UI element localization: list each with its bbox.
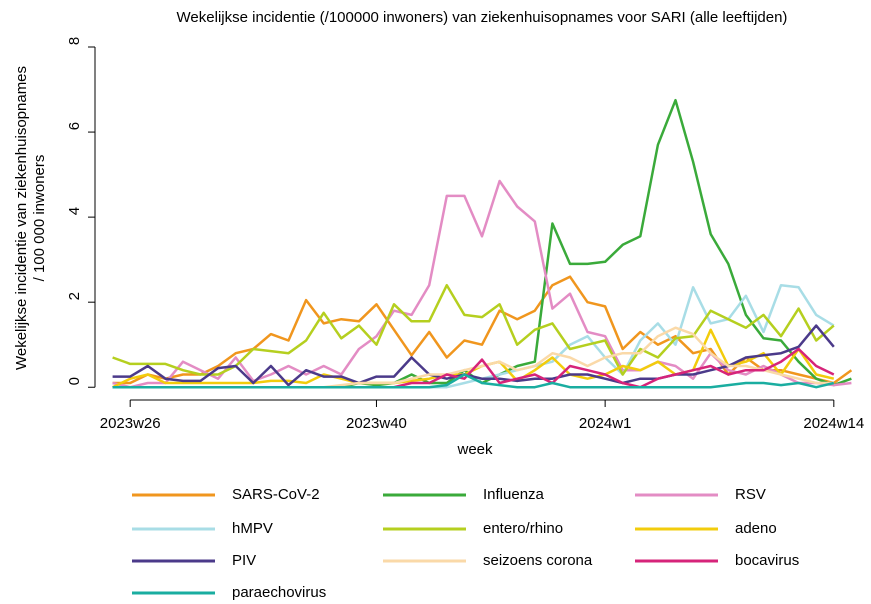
y-tick-label: 6 [66, 122, 83, 130]
series-line [112, 373, 835, 389]
legend-label: adeno [735, 520, 777, 537]
legend-label: RSV [735, 486, 766, 503]
x-axis-label: week [456, 441, 493, 458]
legend-label: SARS-CoV-2 [232, 486, 320, 503]
x-tick-label: 2024w14 [803, 415, 864, 432]
y-tick-label: 0 [66, 377, 83, 385]
legend-label: hMPV [232, 520, 273, 537]
y-tick-label: 8 [66, 37, 83, 45]
legend-label: seizoens corona [483, 552, 593, 569]
legend-label: PIV [232, 552, 256, 569]
x-tick-label: 2024w1 [579, 415, 632, 432]
legend-label: bocavirus [735, 552, 799, 569]
series-line [112, 179, 852, 389]
series-line [112, 324, 835, 387]
y-axis-label-line: / 100 000 inwoners [31, 155, 48, 282]
y-tick-label: 2 [66, 292, 83, 300]
x-tick-label: 2023w40 [346, 415, 407, 432]
legend-label: paraechovirus [232, 584, 326, 601]
x-tick-label: 2023w26 [100, 415, 161, 432]
legend-label: Influenza [483, 486, 545, 503]
y-axis-label-line: Wekelijkse incidentie van ziekenhuisopna… [13, 66, 30, 370]
y-tick-label: 4 [66, 207, 83, 215]
legend-label: entero/rhino [483, 520, 563, 537]
chart-title: Wekelijkse incidentie (/100000 inwoners)… [177, 9, 788, 26]
y-axis-label: Wekelijkse incidentie van ziekenhuisopna… [13, 66, 48, 370]
